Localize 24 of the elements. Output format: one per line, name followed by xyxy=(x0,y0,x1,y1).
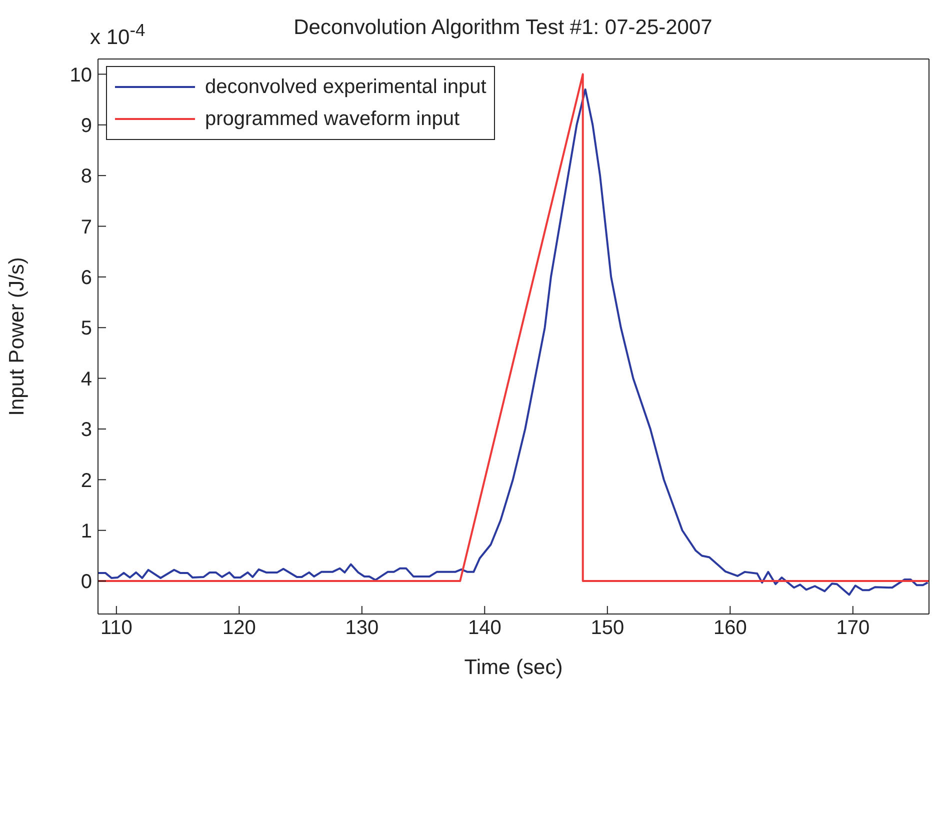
legend-label: deconvolved experimental input xyxy=(205,75,486,100)
x-tick-label: 160 xyxy=(713,617,747,640)
y-tick-label: 5 xyxy=(80,318,92,340)
x-tick-label: 120 xyxy=(222,617,256,640)
y-tick-label: 6 xyxy=(80,267,92,290)
y-tick-label: 7 xyxy=(80,216,92,238)
y-tick-label: 1 xyxy=(80,520,92,542)
y-tick-label: 8 xyxy=(80,166,92,188)
x-tick-label: 140 xyxy=(468,617,502,640)
y-tick-label: 4 xyxy=(80,368,92,390)
x-tick-label: 110 xyxy=(100,617,132,640)
x-tick-label: 150 xyxy=(590,617,624,640)
y-tick-label: 9 xyxy=(80,114,92,137)
text: x 10$^{-4}$ xyxy=(90,20,146,50)
x-tick-label: 170 xyxy=(836,617,870,640)
chart-title: Deconvolution Algorithm Test #1: 07-25-2007 xyxy=(294,16,712,39)
y-tick-label: 2 xyxy=(80,470,92,492)
y-axis-title: Input Power (J/s) xyxy=(5,257,28,416)
x-tick-label: 130 xyxy=(345,617,379,640)
y-tick-label: 10 xyxy=(70,64,92,86)
legend-label: programmed waveform input xyxy=(205,107,460,132)
y-tick-label: 3 xyxy=(80,419,92,442)
y-tick-label: 0 xyxy=(80,571,92,594)
x-axis-title: Time (sec) xyxy=(464,656,563,679)
